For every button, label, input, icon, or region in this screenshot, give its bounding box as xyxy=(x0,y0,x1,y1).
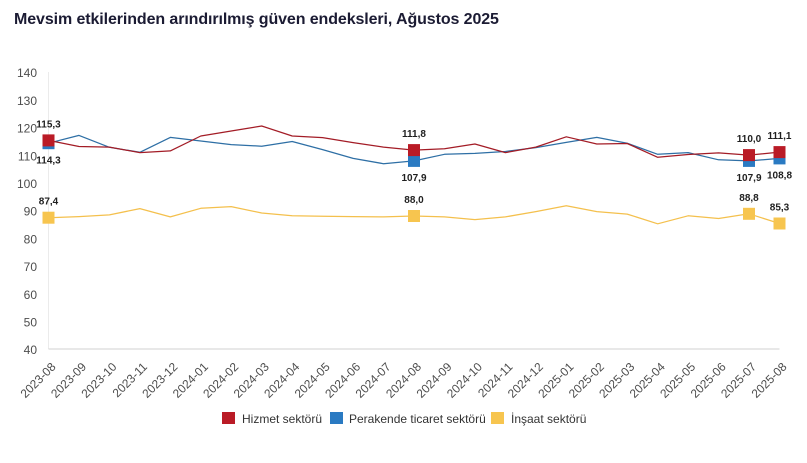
svg-text:87,4: 87,4 xyxy=(39,197,59,208)
svg-text:70: 70 xyxy=(24,260,38,274)
svg-text:111,8: 111,8 xyxy=(402,129,426,140)
svg-text:110: 110 xyxy=(18,149,37,163)
svg-text:120: 120 xyxy=(17,122,37,136)
svg-text:88,0: 88,0 xyxy=(404,195,424,206)
svg-text:107,9: 107,9 xyxy=(401,173,426,184)
svg-text:100: 100 xyxy=(17,177,37,191)
svg-text:130: 130 xyxy=(17,94,37,108)
svg-text:90: 90 xyxy=(24,205,38,219)
svg-text:140: 140 xyxy=(17,66,37,80)
svg-text:50: 50 xyxy=(24,316,38,330)
svg-text:40: 40 xyxy=(24,343,38,357)
svg-text:108,8: 108,8 xyxy=(767,171,792,182)
svg-text:85,3: 85,3 xyxy=(770,203,790,214)
svg-text:107,9: 107,9 xyxy=(736,173,761,184)
svg-text:115,3: 115,3 xyxy=(36,119,61,130)
svg-text:114,3: 114,3 xyxy=(36,155,61,166)
svg-text:111,1: 111,1 xyxy=(768,131,792,142)
svg-text:60: 60 xyxy=(24,288,38,302)
svg-text:110,0: 110,0 xyxy=(737,134,762,145)
svg-text:88,8: 88,8 xyxy=(739,193,759,204)
svg-text:80: 80 xyxy=(24,232,38,246)
